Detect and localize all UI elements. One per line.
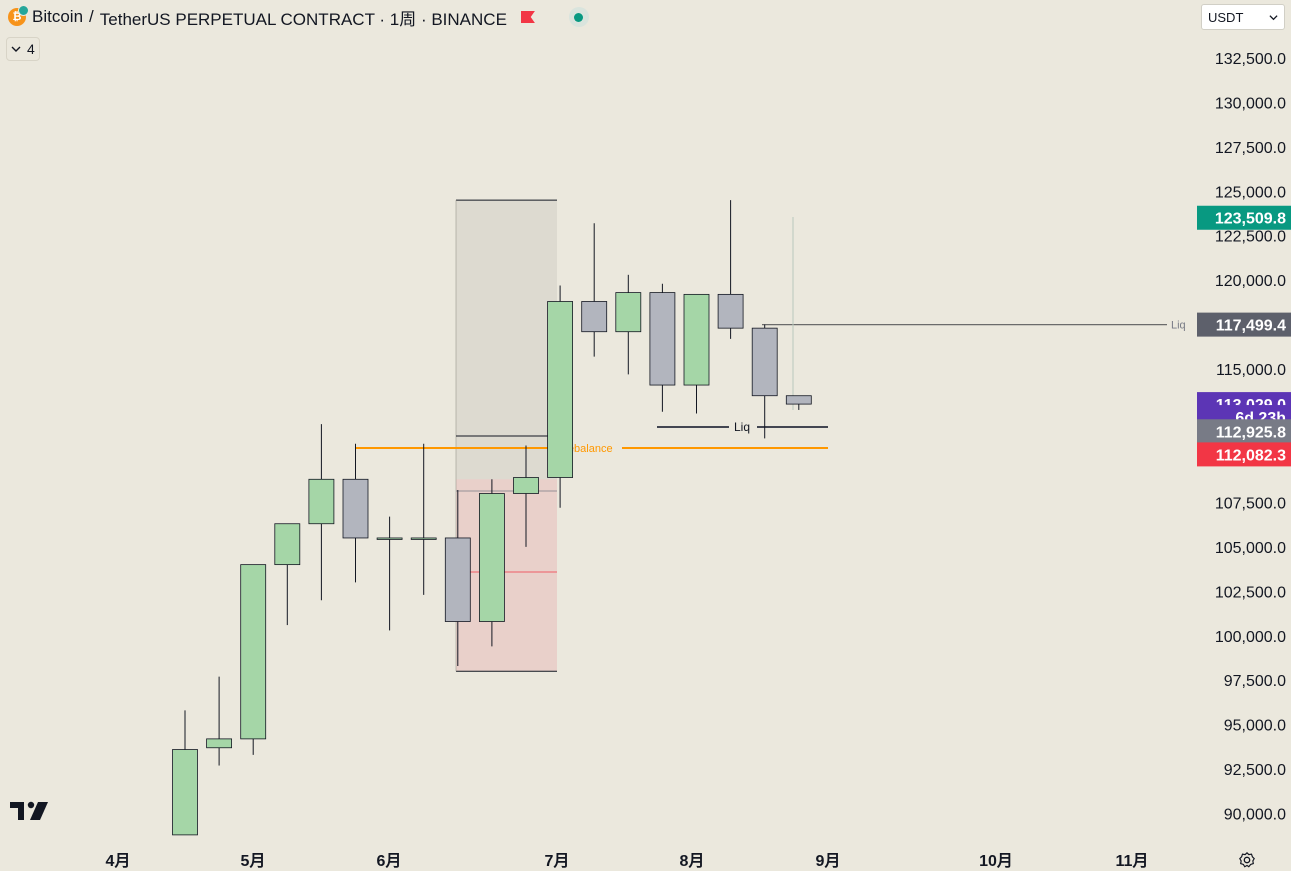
bitcoin-coin-icon: ₿ [8, 5, 29, 26]
price-label-text: 112,082.3 [1216, 447, 1286, 464]
tradingview-logo-icon[interactable] [10, 800, 50, 824]
candle-body [717, 293, 744, 329]
time-tick-label: 4月 [106, 852, 131, 870]
candle [649, 283, 676, 412]
time-tick-label: 8月 [680, 852, 705, 870]
price-label-badge [1197, 419, 1291, 444]
discount-zone [456, 479, 557, 672]
price-tick-label: 125,000.0 [1215, 184, 1286, 201]
price-label-badge [1197, 442, 1291, 467]
price-tick-label: 105,000.0 [1215, 540, 1286, 557]
candle [547, 285, 573, 508]
indicators-toggle[interactable]: 4 [6, 37, 40, 61]
candle [240, 564, 267, 755]
time-tick-label: 11月 [1116, 852, 1149, 870]
candle-body [240, 564, 267, 740]
candle-body [206, 738, 233, 749]
time-tick-label: 10月 [979, 852, 1013, 870]
price-tick-label: 132,500.0 [1215, 51, 1286, 68]
price-tick-label: 115,000.0 [1216, 362, 1286, 379]
candle-body [410, 537, 437, 540]
symbol-header[interactable]: ₿ Bitcoin / TetherUS PERPETUAL CONTRACT … [8, 5, 589, 29]
candle-body [513, 477, 539, 494]
candle [615, 274, 642, 375]
candle [717, 200, 744, 339]
indicator-count: 4 [27, 41, 35, 57]
price-tick-label: 122,500.0 [1215, 229, 1286, 246]
price-label-text: 112,925.8 [1216, 424, 1286, 441]
candle [581, 223, 608, 357]
price-axis: 90,000.0 92,500.0 95,000.0 97,500.0 100,000.… [1215, 51, 1286, 824]
candle [172, 710, 198, 836]
candle-body [547, 301, 573, 478]
candle-body [376, 537, 403, 540]
price-tick-label: 127,500.0 [1215, 140, 1286, 157]
candle [410, 443, 437, 595]
candle-body [274, 523, 301, 566]
candle-body [751, 327, 778, 397]
candle [444, 489, 471, 666]
price-tick-label: 97,500.0 [1224, 673, 1286, 690]
currency-select[interactable]: USDT [1201, 4, 1285, 30]
candle-body [478, 493, 505, 622]
candle-body [683, 293, 710, 386]
candle [751, 324, 778, 439]
candle [308, 424, 335, 601]
price-label-badge [1197, 205, 1291, 230]
price-tick-label: 90,000.0 [1224, 807, 1286, 824]
symbol-description: TetherUS PERPETUAL CONTRACT · 1周 · BINAN… [99, 9, 507, 29]
candle [274, 523, 301, 626]
currency-value: USDT [1208, 9, 1244, 25]
price-label-text: 117,499.4 [1216, 318, 1286, 335]
price-label-text: 123,509.8 [1215, 211, 1286, 228]
price-tick-label: 120,000.0 [1215, 273, 1286, 290]
candle [376, 516, 403, 631]
candle [206, 676, 233, 766]
candle-body [172, 749, 198, 836]
price-tick-label: 107,500.0 [1215, 495, 1286, 512]
candle [478, 479, 505, 647]
candle-body [615, 292, 642, 333]
time-axis: 4月 5月 6月 7月 8月 9月 10月 11月 [106, 852, 1149, 870]
chevron-down-icon [1269, 14, 1278, 20]
chevron-down-icon [11, 46, 21, 52]
rebalance-label: Rebalance [560, 443, 613, 455]
time-tick-label: 5月 [241, 852, 266, 870]
candle-body [444, 537, 471, 622]
price-tick-label: 130,000.0 [1215, 95, 1286, 112]
candle-body [649, 292, 676, 386]
candle [513, 445, 539, 547]
candle [785, 395, 812, 410]
settings-gear-icon[interactable] [1238, 851, 1256, 869]
price-tick-label: 100,000.0 [1215, 629, 1286, 646]
time-tick-label: 6月 [377, 852, 402, 870]
candle-body [785, 395, 812, 405]
price-tick-label: 102,500.0 [1215, 584, 1286, 601]
price-label-badge [1197, 312, 1291, 337]
market-status-icon[interactable] [568, 7, 589, 27]
liq-label-lower: Liq [734, 420, 750, 434]
price-tick-label: 95,000.0 [1224, 718, 1286, 735]
symbol-name[interactable]: Bitcoin [32, 7, 84, 26]
price-tick-label: 92,500.0 [1224, 762, 1286, 779]
candle-body [342, 478, 369, 539]
candle [683, 293, 710, 414]
time-tick-label: 9月 [816, 852, 841, 870]
liq-label-upper: Liq [1171, 320, 1186, 332]
candle-body [308, 478, 335, 525]
candle-body [581, 301, 608, 333]
flag-icon[interactable] [520, 11, 535, 23]
time-tick-label: 7月 [545, 852, 570, 870]
symbol-separator: / [89, 7, 94, 26]
candle [342, 443, 369, 583]
